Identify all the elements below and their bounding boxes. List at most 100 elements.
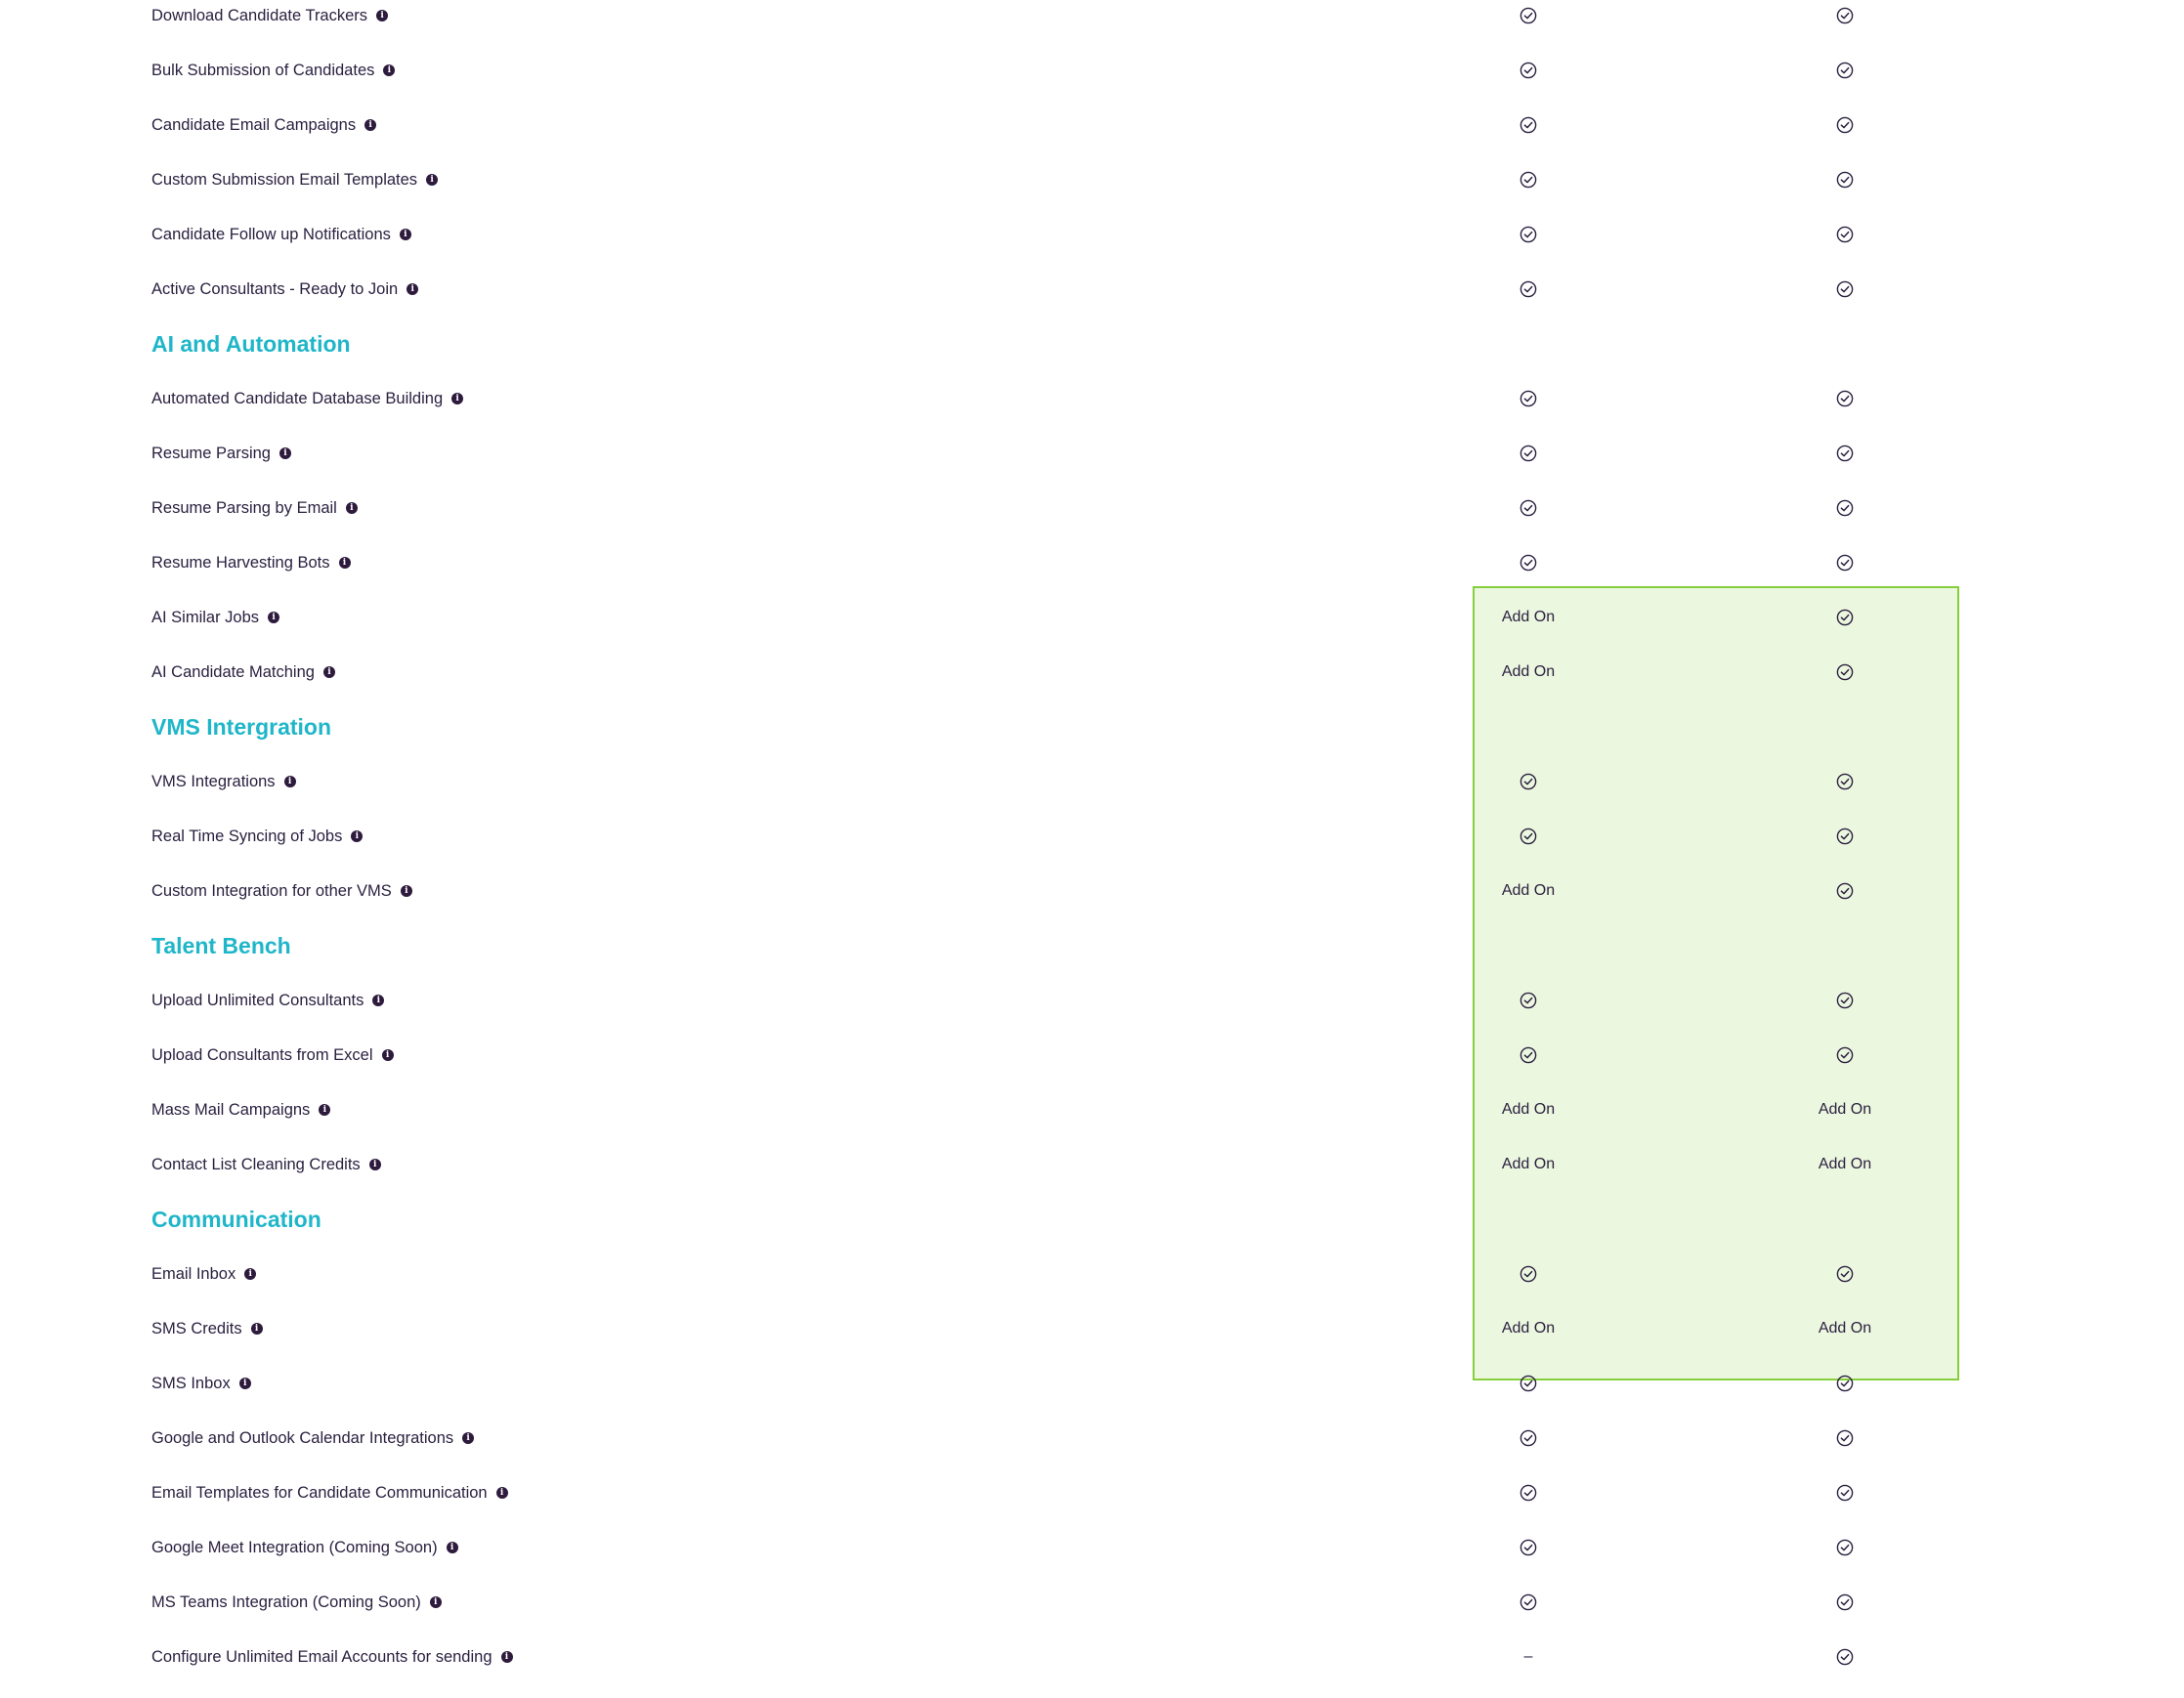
info-icon[interactable]: i	[268, 612, 280, 623]
info-icon[interactable]: i	[372, 995, 385, 1006]
feature-name: Resume Parsing i	[151, 426, 291, 481]
info-icon[interactable]: i	[250, 1323, 263, 1335]
feature-label: Upload Consultants from Excel	[151, 1045, 373, 1064]
check-circle-icon	[1450, 371, 1606, 426]
feature-row: Resume Parsing i	[0, 426, 2184, 481]
info-icon[interactable]: i	[319, 1104, 331, 1116]
check-circle-icon	[1767, 1028, 1923, 1082]
feature-name: Contact List Cleaning Credits i	[151, 1137, 381, 1192]
check-circle-icon	[1450, 426, 1606, 481]
feature-row: Google and Outlook Calendar Integrations…	[0, 1411, 2184, 1465]
info-icon[interactable]: i	[364, 119, 377, 131]
feature-label: Email Templates for Candidate Communicat…	[151, 1483, 488, 1502]
info-icon[interactable]: i	[446, 1542, 458, 1553]
feature-label: Automated Candidate Database Building	[151, 389, 444, 407]
feature-row: SMS Credits i Add On Add On	[0, 1301, 2184, 1356]
info-icon[interactable]: i	[345, 502, 358, 514]
feature-row: Bulk Submission of Candidates i	[0, 43, 2184, 98]
feature-label: VMS Integrations	[151, 772, 276, 790]
check-circle-icon	[1450, 1575, 1606, 1630]
info-icon[interactable]: i	[351, 830, 364, 842]
feature-label: Resume Parsing by Email	[151, 498, 337, 517]
info-icon[interactable]: i	[495, 1487, 508, 1499]
info-icon[interactable]: i	[426, 174, 439, 186]
check-circle-icon	[1450, 262, 1606, 317]
info-icon[interactable]: i	[322, 666, 335, 678]
check-circle-icon	[1767, 371, 1923, 426]
feature-row: Mass Mail Campaigns i Add On Add On	[0, 1082, 2184, 1137]
info-icon[interactable]: i	[381, 1049, 394, 1061]
feature-row: Custom Submission Email Templates i	[0, 152, 2184, 207]
feature-label: AI Similar Jobs	[151, 608, 260, 626]
info-icon[interactable]: i	[429, 1596, 442, 1608]
check-circle-icon	[1767, 809, 1923, 864]
section-heading-communication: Communication	[151, 1206, 321, 1232]
check-circle-icon	[1450, 754, 1606, 809]
add-on-label: Add On	[1818, 1101, 1872, 1118]
check-circle-icon	[1767, 1520, 1923, 1575]
check-circle-icon	[1767, 1411, 1923, 1465]
feature-row: Upload Unlimited Consultants i	[0, 973, 2184, 1028]
check-circle-icon	[1767, 152, 1923, 207]
info-icon[interactable]: i	[338, 557, 351, 569]
info-icon[interactable]: i	[462, 1432, 475, 1444]
feature-row: Email Templates for Candidate Communicat…	[0, 1465, 2184, 1520]
feature-label: Mass Mail Campaigns	[151, 1100, 311, 1119]
feature-label: AI Candidate Matching	[151, 662, 315, 681]
info-icon[interactable]: i	[399, 229, 411, 240]
feature-label: SMS Inbox	[151, 1374, 231, 1392]
feature-row: Active Consultants - Ready to Join i	[0, 262, 2184, 317]
feature-label: Bulk Submission of Candidates	[151, 61, 375, 79]
add-on-label: Add On	[1501, 1156, 1556, 1172]
add-on-label: Add On	[1501, 1320, 1556, 1337]
info-icon[interactable]: i	[383, 64, 396, 76]
check-circle-icon	[1767, 43, 1923, 98]
add-on-label: Add On	[1501, 663, 1556, 680]
feature-name: Custom Integration for other VMS i	[151, 864, 412, 918]
check-circle-icon	[1450, 207, 1606, 262]
info-icon[interactable]: i	[278, 447, 291, 459]
add-on-label: Add On	[1501, 609, 1556, 625]
info-icon[interactable]: i	[283, 776, 296, 787]
info-icon[interactable]: i	[451, 393, 464, 404]
check-circle-icon	[1450, 1520, 1606, 1575]
check-circle-icon	[1767, 0, 1923, 43]
feature-name: SMS Inbox i	[151, 1356, 251, 1411]
check-circle-icon	[1450, 809, 1606, 864]
feature-name: Custom Submission Email Templates i	[151, 152, 439, 207]
feature-label: Google Meet Integration (Coming Soon)	[151, 1538, 438, 1556]
check-circle-icon	[1767, 535, 1923, 590]
add-on-label: Add On	[1818, 1320, 1872, 1337]
info-icon[interactable]: i	[238, 1378, 251, 1389]
feature-name: VMS Integrations i	[151, 754, 296, 809]
feature-name: Real Time Syncing of Jobs i	[151, 809, 364, 864]
info-icon[interactable]: i	[368, 1159, 381, 1170]
check-circle-icon	[1767, 98, 1923, 152]
section-heading-vms-intergration: VMS Intergration	[151, 713, 332, 740]
feature-row: AI Candidate Matching i Add On	[0, 645, 2184, 700]
feature-row: AI Similar Jobs i Add On	[0, 590, 2184, 645]
feature-name: Resume Parsing by Email i	[151, 481, 358, 535]
feature-row: SMS Inbox i	[0, 1356, 2184, 1411]
feature-name: Active Consultants - Ready to Join i	[151, 262, 419, 317]
feature-label: Contact List Cleaning Credits	[151, 1155, 361, 1173]
feature-row: VMS Integrations i	[0, 754, 2184, 809]
add-on-label: Add On	[1501, 882, 1556, 899]
feature-name: Download Candidate Trackers i	[151, 0, 389, 43]
feature-label: Custom Submission Email Templates	[151, 170, 418, 189]
feature-label: Active Consultants - Ready to Join	[151, 279, 399, 298]
info-icon[interactable]: i	[500, 1651, 513, 1663]
info-icon[interactable]: i	[407, 283, 419, 295]
check-circle-icon	[1450, 1465, 1606, 1520]
feature-name: Upload Consultants from Excel i	[151, 1028, 394, 1082]
info-icon[interactable]: i	[400, 885, 412, 897]
info-icon[interactable]: i	[244, 1268, 257, 1280]
feature-row: Resume Parsing by Email i	[0, 481, 2184, 535]
info-icon[interactable]: i	[376, 10, 389, 21]
feature-label: Upload Unlimited Consultants	[151, 991, 364, 1009]
feature-row: Automated Candidate Database Building i	[0, 371, 2184, 426]
feature-row: Configure Unlimited Email Accounts for s…	[0, 1630, 2184, 1684]
feature-name: Google Meet Integration (Coming Soon) i	[151, 1520, 458, 1575]
check-circle-icon	[1450, 1028, 1606, 1082]
